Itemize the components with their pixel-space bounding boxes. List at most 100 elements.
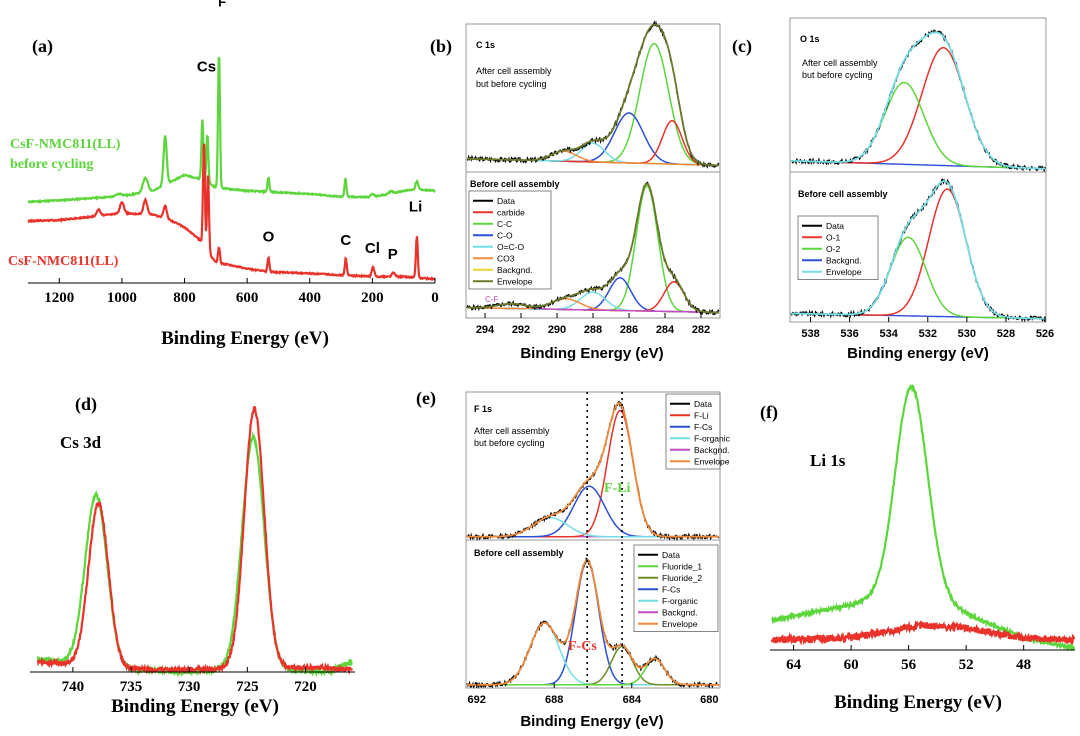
envelope-line bbox=[467, 559, 719, 686]
panel-e-f1s: (e) F 1s After cell assembly but before … bbox=[416, 388, 731, 730]
panel-a-label: (a) bbox=[32, 36, 53, 57]
panel-e-label: (e) bbox=[416, 388, 436, 409]
x-tick-label: 530 bbox=[958, 328, 976, 340]
legend-entry: Envelope bbox=[826, 267, 862, 277]
panel-b-top-plot bbox=[466, 20, 720, 170]
panel-a-red-label: CsF-NMC811(LL) bbox=[8, 254, 119, 269]
panel-e-bottom-note: Before cell assembly bbox=[474, 548, 564, 558]
legend-entry: F-Cs bbox=[694, 422, 712, 432]
peak-label-f: F bbox=[218, 0, 226, 9]
x-tick-label: 48 bbox=[1016, 657, 1031, 673]
x-tick-label: 292 bbox=[512, 324, 530, 336]
panel-f-plot-area bbox=[770, 384, 1076, 653]
series-red-line bbox=[36, 405, 354, 676]
data-line bbox=[790, 178, 1046, 323]
legend-entry: F-organic bbox=[662, 596, 699, 606]
x-tick-label: 400 bbox=[299, 290, 322, 306]
x-tick-label: 284 bbox=[656, 324, 675, 336]
series-csf-nmc811-ll-before-cycling-line bbox=[27, 56, 436, 204]
x-tick-label: 52 bbox=[959, 657, 974, 673]
x-tick-label: 536 bbox=[840, 328, 858, 340]
panel-c-bottom-note: Before cell assembly bbox=[798, 189, 888, 199]
panel-e-top-plot bbox=[466, 400, 720, 542]
x-tick-label: 1200 bbox=[44, 290, 74, 306]
panel-d-x-ticks: 740 735 730 725 720 bbox=[62, 667, 317, 695]
panel-a-green-label-line2: before cycling bbox=[10, 157, 93, 172]
legend-entry: O=C-O bbox=[497, 242, 525, 252]
x-tick-label: 800 bbox=[173, 290, 196, 306]
component-o-2-line bbox=[790, 81, 1045, 170]
legend-entry: F-organic bbox=[694, 433, 731, 443]
legend-entry: Envelope bbox=[662, 619, 698, 629]
legend-entry: Backgnd. bbox=[826, 255, 861, 265]
panel-b-cf-label: C-F bbox=[485, 295, 498, 304]
panel-e-bottom-plot bbox=[466, 557, 720, 689]
panel-c-x-ticks: 538 536 534 532 530 528 526 bbox=[801, 317, 1054, 340]
panel-b-top-frame bbox=[465, 23, 721, 173]
x-tick-label: 684 bbox=[623, 694, 642, 706]
peak-label-c: C bbox=[340, 232, 351, 249]
peak-label-li: Li bbox=[409, 198, 422, 215]
legend-entry: Backgnd. bbox=[662, 607, 697, 617]
panel-e-top-title: F 1s bbox=[474, 404, 492, 414]
panel-d-label: (d) bbox=[75, 394, 97, 415]
envelope-line bbox=[467, 402, 719, 538]
component-f-organic-line bbox=[467, 517, 719, 538]
x-tick-label: 720 bbox=[294, 679, 317, 695]
panel-f-title: Li 1s bbox=[810, 451, 846, 470]
panel-c-x-label: Binding energy (eV) bbox=[847, 345, 989, 362]
panel-b-top-note-1: After cell assembly bbox=[476, 66, 552, 76]
legend-entry: F-Li bbox=[694, 410, 709, 420]
legend-entry: Envelope bbox=[694, 456, 730, 466]
legend-entry: Fluoride_2 bbox=[662, 573, 702, 583]
envelope-line bbox=[467, 182, 719, 314]
panel-e-fli-annotation: F-Li bbox=[604, 481, 631, 496]
data-line bbox=[790, 29, 1046, 173]
series-red-line bbox=[770, 619, 1076, 646]
x-tick-label: 534 bbox=[880, 328, 899, 340]
x-tick-label: 294 bbox=[476, 324, 495, 336]
x-tick-label: 282 bbox=[692, 324, 710, 336]
legend-box bbox=[665, 393, 721, 470]
peak-label-cl: Cl bbox=[365, 240, 380, 257]
panel-e-top-note-2: but before cycling bbox=[474, 438, 545, 448]
x-tick-label: 288 bbox=[584, 324, 602, 336]
x-tick-label: 730 bbox=[178, 679, 201, 695]
x-tick-label: 290 bbox=[548, 324, 566, 336]
legend-entry: Backgnd. bbox=[497, 265, 532, 275]
x-tick-label: 1000 bbox=[107, 290, 137, 306]
panel-b-top-title: C 1s bbox=[476, 40, 495, 50]
envelope-line bbox=[467, 23, 719, 167]
panel-f-x-ticks: 64 60 56 52 48 bbox=[786, 645, 1031, 673]
peak-label-cs: Cs bbox=[197, 59, 216, 76]
legend-entry: Backgnd. bbox=[694, 445, 729, 455]
x-tick-label: 0 bbox=[431, 290, 439, 306]
panel-a-survey: (a) 1200 1000 800 600 400 200 0 CsF-NMC811(LL)… bbox=[8, 0, 439, 349]
legend-entry: Data bbox=[662, 550, 680, 560]
panel-b-top-note-2: but before cycling bbox=[476, 79, 547, 89]
component-f-cs-line bbox=[467, 485, 719, 538]
x-tick-label: 286 bbox=[620, 324, 638, 336]
x-tick-label: 200 bbox=[361, 290, 384, 306]
envelope-line bbox=[791, 180, 1045, 320]
panel-c-top-note-2: but before cycling bbox=[802, 70, 873, 80]
legend-entry: O-1 bbox=[826, 232, 840, 242]
panel-e-bottom-frame bbox=[465, 539, 721, 689]
x-tick-label: 725 bbox=[236, 679, 259, 695]
panel-a-plot-area bbox=[27, 56, 436, 282]
panel-a-x-ticks: 1200 1000 800 600 400 200 0 bbox=[44, 278, 439, 306]
x-tick-label: 735 bbox=[120, 679, 143, 695]
x-tick-label: 538 bbox=[801, 328, 819, 340]
panel-b-x-label: Binding Energy (eV) bbox=[520, 345, 663, 362]
x-tick-label: 680 bbox=[700, 694, 718, 706]
legend-entry: carbide bbox=[497, 207, 525, 217]
x-tick-label: 532 bbox=[919, 328, 937, 340]
legend-entry: Data bbox=[826, 221, 844, 231]
legend-entry: CO3 bbox=[497, 253, 515, 263]
panel-e-reference-lines bbox=[586, 392, 623, 688]
